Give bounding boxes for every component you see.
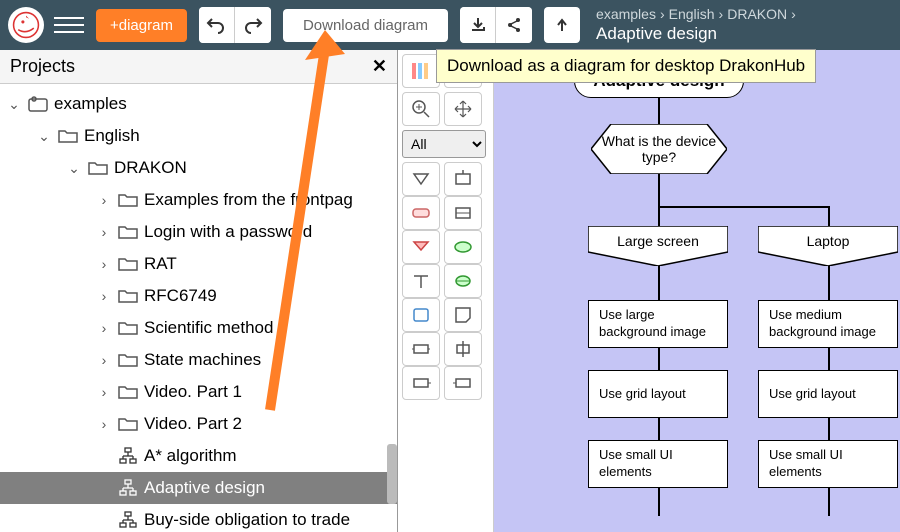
breadcrumb-link[interactable]: English [669,6,715,22]
tree-folder[interactable]: ›Video. Part 2 [0,408,397,440]
tree-label: Adaptive design [144,478,265,498]
shape-tool[interactable] [444,162,482,196]
shape-filter-select[interactable]: All [402,130,486,158]
tree-folder[interactable]: ›Examples from the frontpag [0,184,397,216]
tree-folder[interactable]: ⌄ DRAKON [0,152,397,184]
tree-label: examples [54,94,127,114]
move-icon[interactable] [444,92,482,126]
undo-redo-group [199,7,271,43]
shape-tool[interactable] [402,196,440,230]
breadcrumb-title: Adaptive design [596,24,796,44]
folder-icon [118,415,138,433]
upload-button[interactable] [544,7,580,43]
diagram-icon [118,479,138,497]
breadcrumb: examples › English › DRAKON › Adaptive d… [596,6,796,44]
action-node[interactable]: Use large background image [588,300,728,348]
action-node[interactable]: Use small UI elements [588,440,728,488]
action-node[interactable]: Use small UI elements [758,440,898,488]
folder-icon [118,191,138,209]
action-node[interactable]: Use grid layout [758,370,898,418]
folder-icon [88,159,108,177]
scrollbar[interactable] [387,444,397,504]
action-node[interactable]: Use grid layout [588,370,728,418]
project-icon [28,95,48,113]
tree-folder[interactable]: ›Scientific method [0,312,397,344]
menu-icon[interactable] [54,10,84,40]
tree-folder[interactable]: ⌄ English [0,120,397,152]
logo[interactable] [8,7,44,43]
share-button[interactable] [496,7,532,43]
diagram-icon [118,511,138,529]
shape-tool[interactable] [444,332,482,366]
tree-label: RFC6749 [144,286,217,306]
new-diagram-button[interactable]: +diagram [96,9,187,42]
color-palette-icon[interactable] [402,54,440,88]
shape-tool[interactable] [402,366,440,400]
shape-tool[interactable] [402,298,440,332]
breadcrumb-link[interactable]: examples [596,6,656,22]
tree-label: Login with a password [144,222,312,242]
shape-tool[interactable] [402,264,440,298]
diagram-icon [118,447,138,465]
shape-tool[interactable] [444,230,482,264]
shape-tool[interactable] [444,298,482,332]
tree-label: English [84,126,140,146]
branch-header[interactable]: Large screen [588,226,728,266]
diagram-canvas[interactable]: Adaptive design What is the device type?… [494,50,900,532]
tree-folder[interactable]: ›RFC6749 [0,280,397,312]
branch-header[interactable]: Laptop [758,226,898,266]
topbar: +diagram Download diagram examples › Eng… [0,0,900,50]
download-tooltip: Download as a diagram for desktop Drakon… [436,49,816,83]
tree-root[interactable]: ⌄ examples [0,88,397,120]
tree-folder[interactable]: ›State machines [0,344,397,376]
tree-label: RAT [144,254,177,274]
shape-tool[interactable] [444,264,482,298]
upload-group [544,7,580,43]
folder-icon [118,351,138,369]
tree-file[interactable]: Adaptive design [0,472,397,504]
tree-label: Scientific method [144,318,273,338]
question-node[interactable]: What is the device type? [591,124,727,174]
folder-icon [118,319,138,337]
tool-palette: All [398,50,494,532]
tree-label: Buy-side obligation to trade [144,510,350,530]
tree-file[interactable]: A* algorithm [0,440,397,472]
sidebar: Projects ✕ ⌄ examples ⌄ English ⌄ DRAKON… [0,50,398,532]
folder-icon [118,383,138,401]
tree-folder[interactable]: ›Login with a password [0,216,397,248]
shape-tool[interactable] [444,366,482,400]
shape-tool[interactable] [402,162,440,196]
download-diagram-button[interactable]: Download diagram [283,9,448,42]
zoom-icon[interactable] [402,92,440,126]
shape-tool[interactable] [402,332,440,366]
tree-file[interactable]: Buy-side obligation to trade [0,504,397,532]
tree-label: State machines [144,350,261,370]
tree-label: Video. Part 1 [144,382,242,402]
action-node[interactable]: Use medium background image [758,300,898,348]
tree-label: Video. Part 2 [144,414,242,434]
shape-tool[interactable] [402,230,440,264]
tree-folder[interactable]: ›RAT [0,248,397,280]
close-icon[interactable]: ✕ [372,56,387,77]
tree-label: Examples from the frontpag [144,190,353,210]
tree-label: DRAKON [114,158,187,178]
folder-icon [118,255,138,273]
tree-label: A* algorithm [144,446,237,466]
folder-icon [118,223,138,241]
project-tree: ⌄ examples ⌄ English ⌄ DRAKON ›Examples … [0,84,397,532]
redo-button[interactable] [235,7,271,43]
undo-button[interactable] [199,7,235,43]
io-group [460,7,532,43]
sidebar-header: Projects ✕ [0,50,397,84]
folder-icon [118,287,138,305]
shape-tool[interactable] [444,196,482,230]
import-button[interactable] [460,7,496,43]
tree-folder[interactable]: ›Video. Part 1 [0,376,397,408]
folder-icon [58,127,78,145]
breadcrumb-link[interactable]: DRAKON [727,6,787,22]
sidebar-title: Projects [10,56,75,77]
